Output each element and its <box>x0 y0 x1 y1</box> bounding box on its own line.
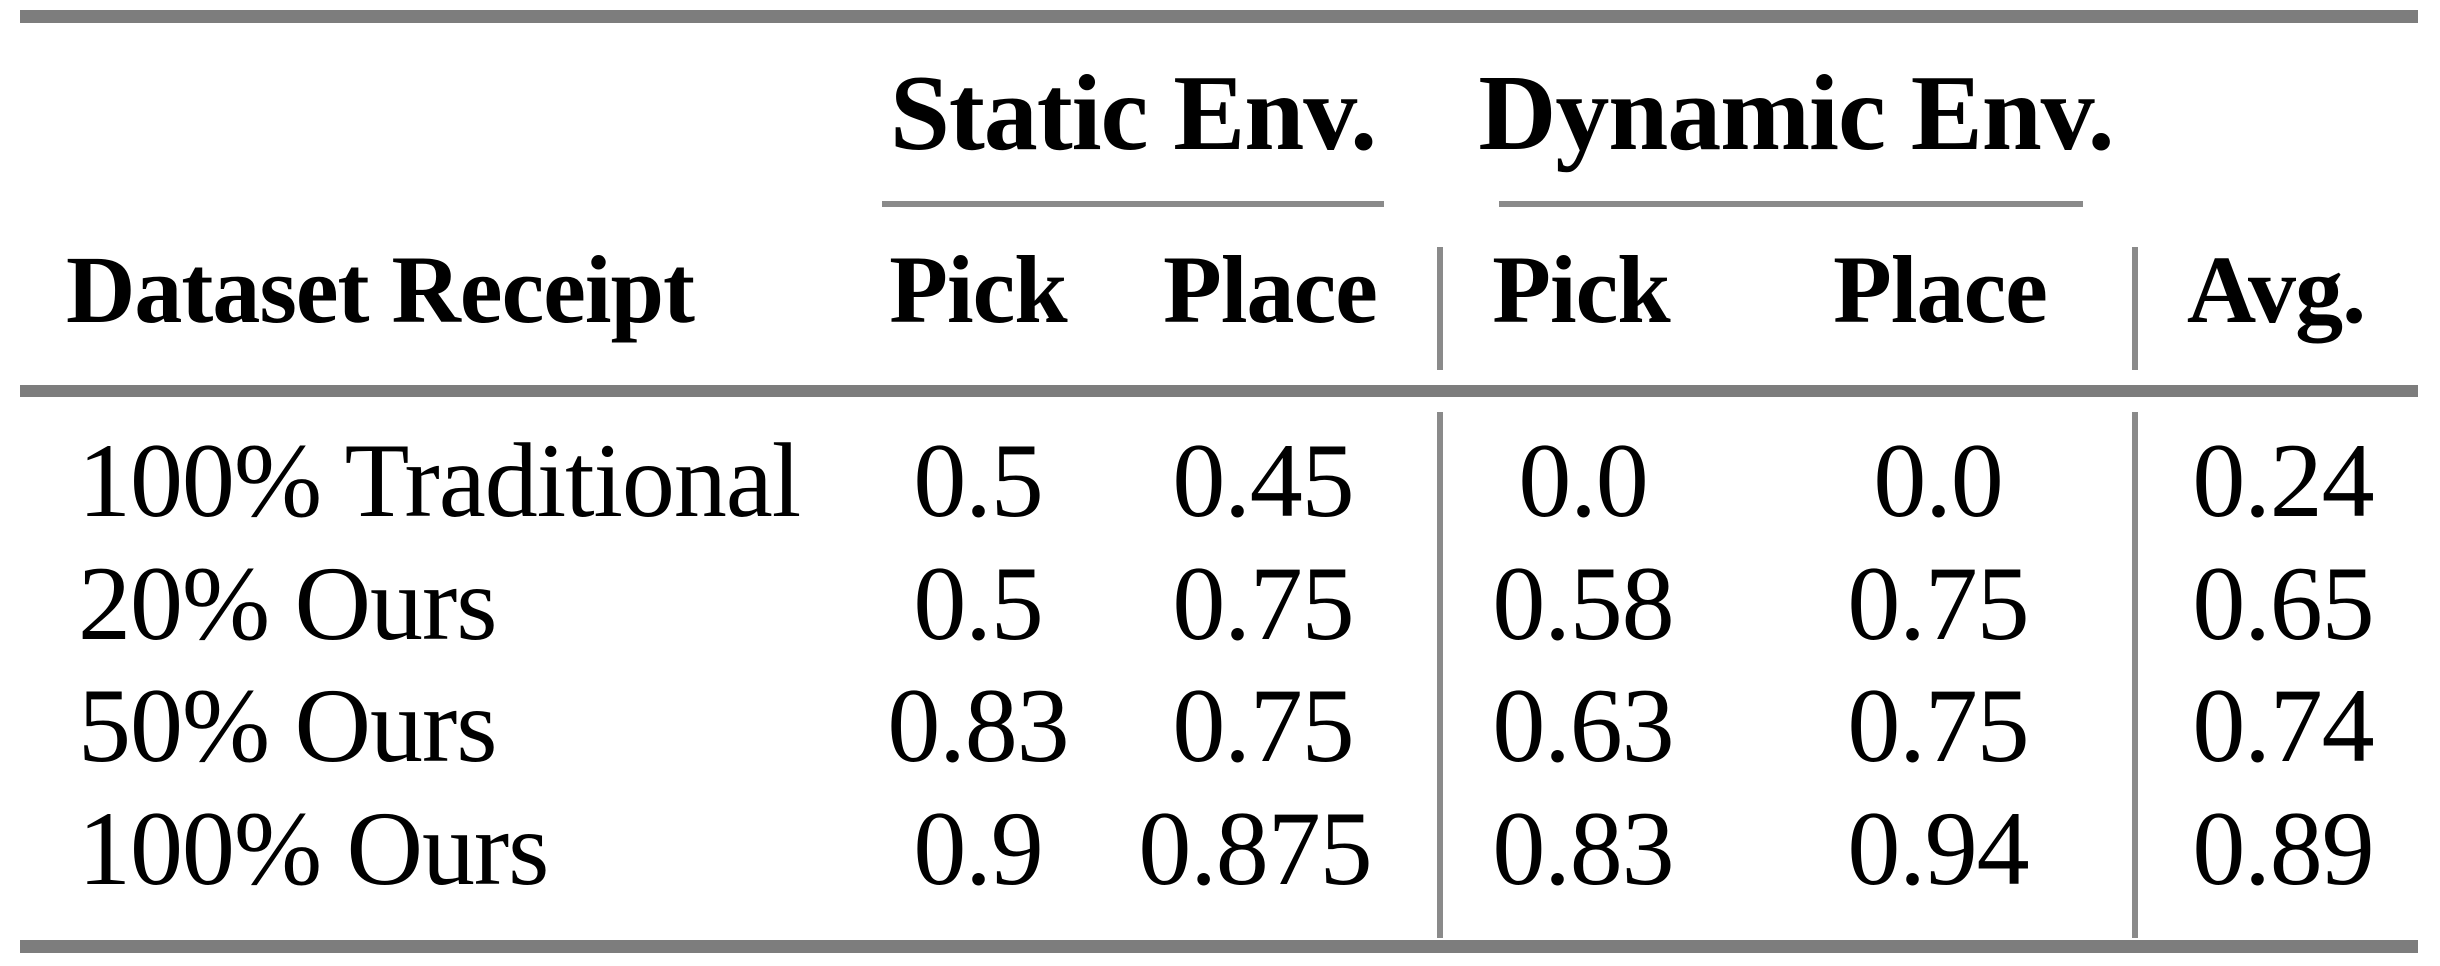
col-group-dynamic-label: Dynamic Env. <box>1478 54 2114 173</box>
col-group-static-label: Static Env. <box>889 54 1377 173</box>
cell-static-place: 0.75 <box>1172 667 1354 784</box>
row-label: 100% Traditional <box>78 422 801 539</box>
cell-static-pick: 0.5 <box>913 545 1043 662</box>
cell-dynamic-place: 0.94 <box>1847 790 2029 907</box>
cell-static-pick: 0.83 <box>887 667 1069 784</box>
cell-dynamic-place: 0.0 <box>1873 422 2003 539</box>
cell-dynamic-pick: 0.63 <box>1492 667 1674 784</box>
row-label: 20% Ours <box>78 545 497 662</box>
cell-static-place: 0.45 <box>1172 422 1354 539</box>
cell-static-pick: 0.5 <box>913 422 1043 539</box>
static-cmidrule <box>882 201 1384 207</box>
cell-dynamic-place: 0.75 <box>1847 545 2029 662</box>
dynamic-cmidrule <box>1499 201 2083 207</box>
row-label: 100% Ours <box>78 790 549 907</box>
static-dynamic-divider-top <box>1437 247 1443 370</box>
dynamic-pick-header: Pick <box>1492 236 1670 343</box>
cell-static-place: 0.75 <box>1172 545 1354 662</box>
cell-dynamic-pick: 0.83 <box>1492 790 1674 907</box>
avg-divider-top <box>2132 247 2138 370</box>
cell-static-pick: 0.9 <box>913 790 1043 907</box>
cell-avg: 0.65 <box>2192 545 2374 662</box>
dynamic-place-header: Place <box>1833 236 2048 343</box>
static-place-header: Place <box>1163 236 1378 343</box>
avg-header: Avg. <box>2186 236 2366 343</box>
row-header-label: Dataset Receipt <box>66 236 695 343</box>
cell-avg: 0.24 <box>2192 422 2374 539</box>
top-rule <box>20 10 2418 23</box>
header-midrule <box>20 385 2418 397</box>
avg-divider-body <box>2132 412 2138 938</box>
static-dynamic-divider-body <box>1437 412 1443 938</box>
bottom-rule <box>20 940 2418 953</box>
row-label: 50% Ours <box>78 667 497 784</box>
cell-avg: 0.89 <box>2192 790 2374 907</box>
cell-static-place: 0.875 <box>1138 790 1372 907</box>
cell-dynamic-pick: 0.0 <box>1518 422 1648 539</box>
static-pick-header: Pick <box>889 236 1067 343</box>
cell-dynamic-pick: 0.58 <box>1492 545 1674 662</box>
cell-avg: 0.74 <box>2192 667 2374 784</box>
cell-dynamic-place: 0.75 <box>1847 667 2029 784</box>
